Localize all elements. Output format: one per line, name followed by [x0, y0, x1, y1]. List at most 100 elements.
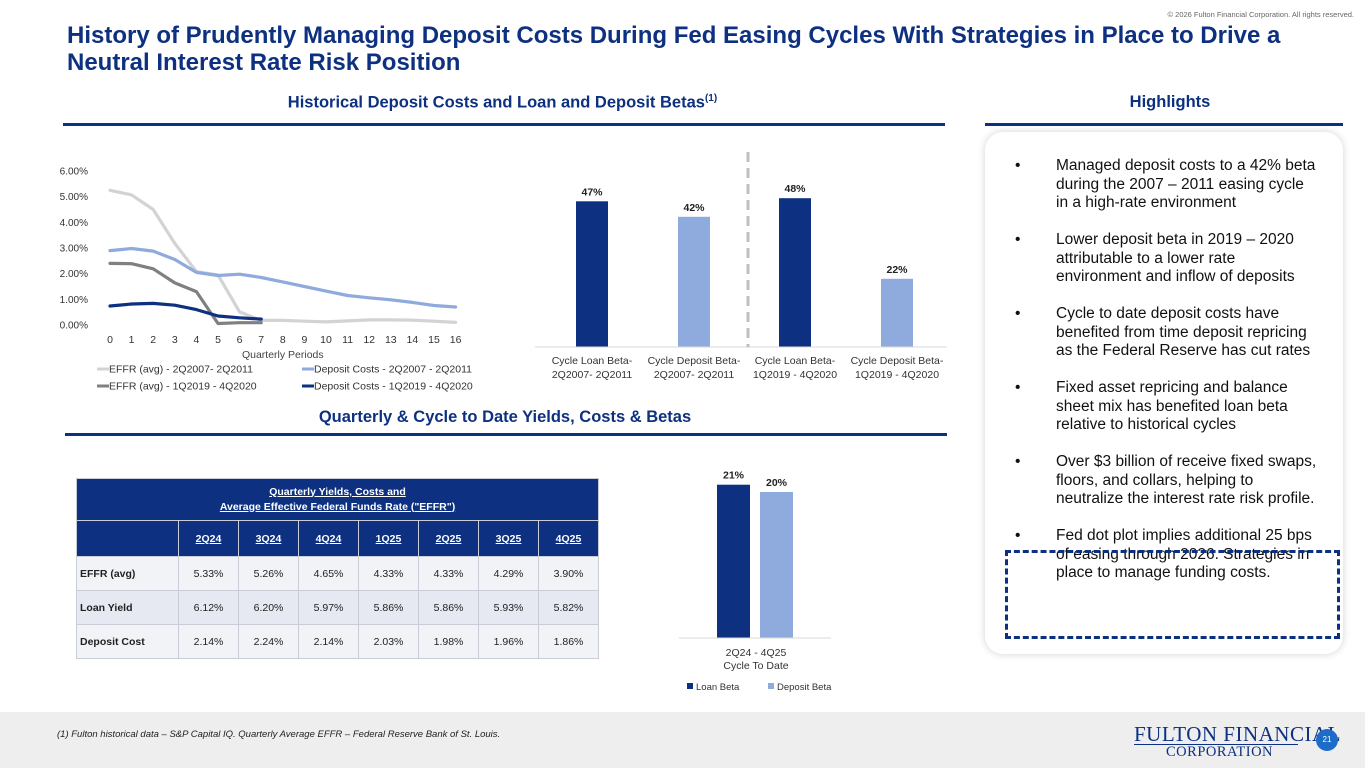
table-row: Deposit Cost 2.14% 2.24% 2.14% 2.03% 1.9…: [76, 624, 599, 659]
table-cell: 6.20%: [238, 590, 299, 625]
legend-swatch: [768, 683, 774, 689]
table-header-cell: 4Q24: [298, 520, 359, 557]
highlight-item: • Over $3 billion of receive fixed swaps,…: [1015, 453, 1320, 509]
table-cell: 5.82%: [538, 590, 599, 625]
copyright-notice: © 2026 Fulton Financial Corporation. All…: [1167, 10, 1354, 19]
highlight-item: • Managed deposit costs to a 42% beta dur…: [1015, 157, 1320, 213]
table-title-row: Quarterly Yields, Costs and Average Effe…: [76, 478, 599, 521]
row-label: EFFR (avg): [76, 556, 179, 591]
table-cell: 1.96%: [478, 624, 539, 659]
footer-bar: [0, 712, 1365, 768]
bullet-marker: •: [1015, 305, 1021, 322]
x-tick-label: 8: [280, 334, 286, 346]
table-cell: 5.97%: [298, 590, 359, 625]
historical-heading-footnote-ref: (1): [704, 93, 718, 104]
highlights-panel: [985, 132, 1343, 654]
x-tick-label: 0: [107, 334, 113, 346]
x-tick-label: 13: [385, 334, 397, 346]
bar-category-label: Cycle Deposit Beta-: [648, 355, 741, 367]
table-header-cell: 1Q25: [358, 520, 419, 557]
highlight-text: Cycle to date deposit costs have benefit…: [1056, 305, 1311, 359]
bar-category-label: 2Q2007- 2Q2011: [552, 369, 633, 381]
table-cell: 5.26%: [238, 556, 299, 591]
bar-category-label: 2Q2007- 2Q2011: [654, 369, 735, 381]
bar-value-label: 21%: [723, 470, 745, 482]
series-line: [108, 246, 458, 309]
table-cell: 6.12%: [178, 590, 239, 625]
bullet-marker: •: [1015, 527, 1021, 544]
company-logo-rule: [1134, 744, 1298, 745]
bar-category-label: Cycle To Date: [723, 660, 788, 672]
page-title: History of Prudently Managing Deposit Co…: [67, 22, 1281, 76]
table-cell: 5.86%: [358, 590, 419, 625]
legend-swatch: [687, 683, 693, 689]
table-cell: 4.33%: [418, 556, 479, 591]
bar-category-label: 1Q2019 - 4Q2020: [753, 369, 837, 381]
bullet-marker: •: [1015, 379, 1021, 396]
legend-label: Loan Beta: [696, 682, 740, 693]
table-cell: 4.29%: [478, 556, 539, 591]
x-tick-label: 9: [301, 334, 307, 346]
table-row: Loan Yield 6.12% 6.20% 5.97% 5.86% 5.86%…: [76, 590, 599, 625]
table-cell: 2.14%: [178, 624, 239, 659]
quarterly-heading-rule: [65, 433, 947, 436]
x-tick-label: 2: [150, 334, 156, 346]
highlights-heading-rule: [985, 123, 1343, 126]
row-label: Loan Yield: [76, 590, 179, 625]
table-cell: 2.24%: [238, 624, 299, 659]
y-tick-label: 2.00%: [60, 269, 88, 280]
bar-category-label: 1Q2019 - 4Q2020: [855, 369, 939, 381]
y-tick-label: 4.00%: [60, 218, 88, 229]
table-cell: 1.98%: [418, 624, 479, 659]
table-cell: 5.93%: [478, 590, 539, 625]
historical-heading: Historical Deposit Costs and Loan and De…: [60, 93, 945, 113]
table-row: EFFR (avg) 5.33% 5.26% 4.65% 4.33% 4.33%…: [76, 556, 599, 591]
highlight-text: Fixed asset repricing and balance sheet …: [1056, 379, 1288, 433]
table-cell: 3.90%: [538, 556, 599, 591]
x-tick-label: 15: [428, 334, 440, 346]
x-tick-label: 14: [407, 334, 419, 346]
table-title-line2: Average Effective Federal Funds Rate ("E…: [219, 500, 456, 513]
bar: [760, 492, 793, 638]
table-header-row: 2Q24 3Q24 4Q24 1Q25 2Q25 3Q25 4Q25: [76, 520, 599, 557]
y-tick-label: 6.00%: [60, 167, 88, 178]
quarterly-heading: Quarterly & Cycle to Date Yields, Costs …: [318, 408, 692, 426]
highlight-item: • Lower deposit beta in 2019 – 2020 attri…: [1015, 231, 1320, 287]
x-tick-label: 16: [450, 334, 462, 346]
bar-value-label: 20%: [766, 477, 788, 489]
x-tick-label: 7: [258, 334, 264, 346]
x-axis-title: Quarterly Periods: [242, 349, 324, 361]
table-header-blank: [76, 520, 179, 557]
x-tick-label: 4: [193, 334, 199, 346]
historical-heading-text: Historical Deposit Costs and Loan and De…: [287, 93, 705, 112]
legend-label: Deposit Beta: [777, 682, 832, 693]
table-header-cell: 2Q24: [178, 520, 239, 557]
legend-label: Deposit Costs - 2Q2007 - 2Q2011: [314, 364, 472, 376]
row-label: Deposit Cost: [76, 624, 179, 659]
y-tick-label: 3.00%: [60, 244, 88, 255]
bar-value-label: 42%: [683, 202, 705, 214]
x-tick-label: 12: [363, 334, 375, 346]
bullet-marker: •: [1015, 231, 1021, 248]
bar-category-label: Cycle Deposit Beta-: [851, 355, 944, 367]
highlights-heading: Highlights: [1129, 93, 1211, 111]
series-line: [108, 188, 458, 324]
bar: [779, 198, 811, 347]
quarterly-yields-table: Quarterly Yields, Costs and Average Effe…: [76, 478, 599, 659]
highlight-text: Fed dot plot implies additional 25 bps o…: [1056, 527, 1312, 581]
deposit-costs-line-chart: 0.00%1.00%2.00%3.00%4.00%5.00%6.00%0 1 2 3 4…: [60, 167, 473, 393]
highlights-list: • Managed deposit costs to a 42% beta dur…: [1015, 157, 1320, 601]
company-logo-line2: CORPORATION: [1166, 744, 1274, 760]
legend-label: EFFR (avg) - 1Q2019 - 4Q2020: [109, 381, 257, 393]
legend-label: EFFR (avg) - 2Q2007- 2Q2011: [109, 364, 253, 376]
y-tick-label: 1.00%: [60, 295, 88, 306]
table-title: Quarterly Yields, Costs and Average Effe…: [76, 478, 599, 521]
legend-label: Deposit Costs - 1Q2019 - 4Q2020: [314, 381, 473, 393]
highlight-text: Lower deposit beta in 2019 – 2020 attrib…: [1056, 231, 1295, 285]
bar: [576, 201, 608, 347]
series-line: [108, 261, 263, 326]
bar: [717, 484, 750, 638]
x-tick-label: 1: [129, 334, 135, 346]
table-header-cell: 3Q25: [478, 520, 539, 557]
